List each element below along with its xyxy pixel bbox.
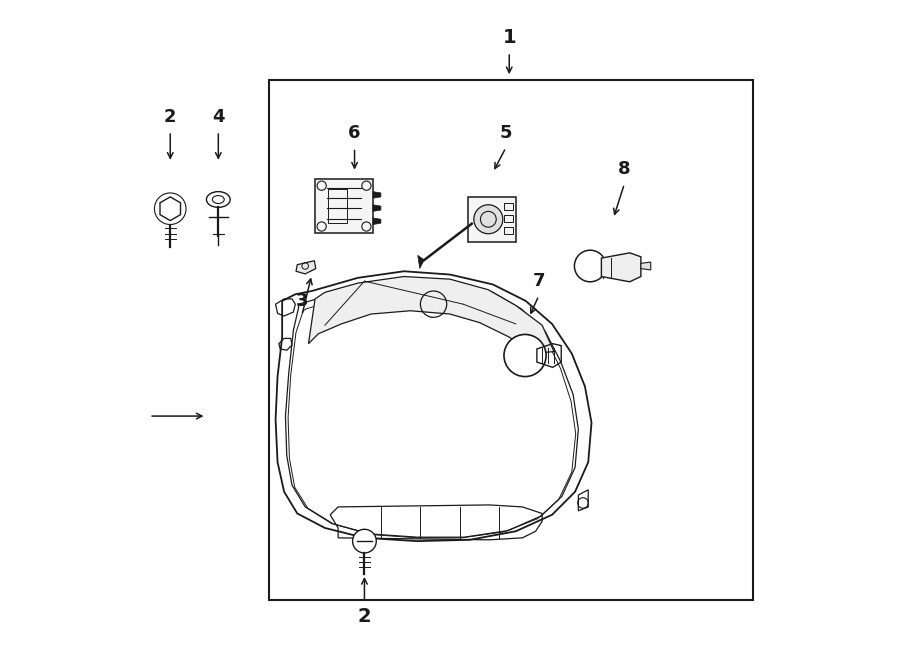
Circle shape <box>504 334 546 377</box>
Text: 8: 8 <box>618 160 631 178</box>
Circle shape <box>474 205 503 234</box>
Circle shape <box>353 529 376 553</box>
Text: 4: 4 <box>212 108 225 126</box>
Polygon shape <box>309 276 554 354</box>
Polygon shape <box>373 218 381 225</box>
Text: 7: 7 <box>533 272 545 290</box>
Text: 1: 1 <box>502 28 516 47</box>
Text: 3: 3 <box>295 292 308 310</box>
Circle shape <box>574 251 606 282</box>
Ellipse shape <box>206 192 230 208</box>
Polygon shape <box>315 179 373 233</box>
Text: 2: 2 <box>357 607 371 627</box>
Text: 6: 6 <box>348 124 361 142</box>
Polygon shape <box>373 205 381 212</box>
Polygon shape <box>160 197 181 221</box>
Polygon shape <box>468 197 516 242</box>
Polygon shape <box>641 262 651 270</box>
Polygon shape <box>296 260 316 274</box>
Polygon shape <box>418 255 424 268</box>
Polygon shape <box>601 253 641 282</box>
Text: 5: 5 <box>500 124 512 142</box>
Polygon shape <box>373 192 381 198</box>
Text: 2: 2 <box>164 108 176 126</box>
